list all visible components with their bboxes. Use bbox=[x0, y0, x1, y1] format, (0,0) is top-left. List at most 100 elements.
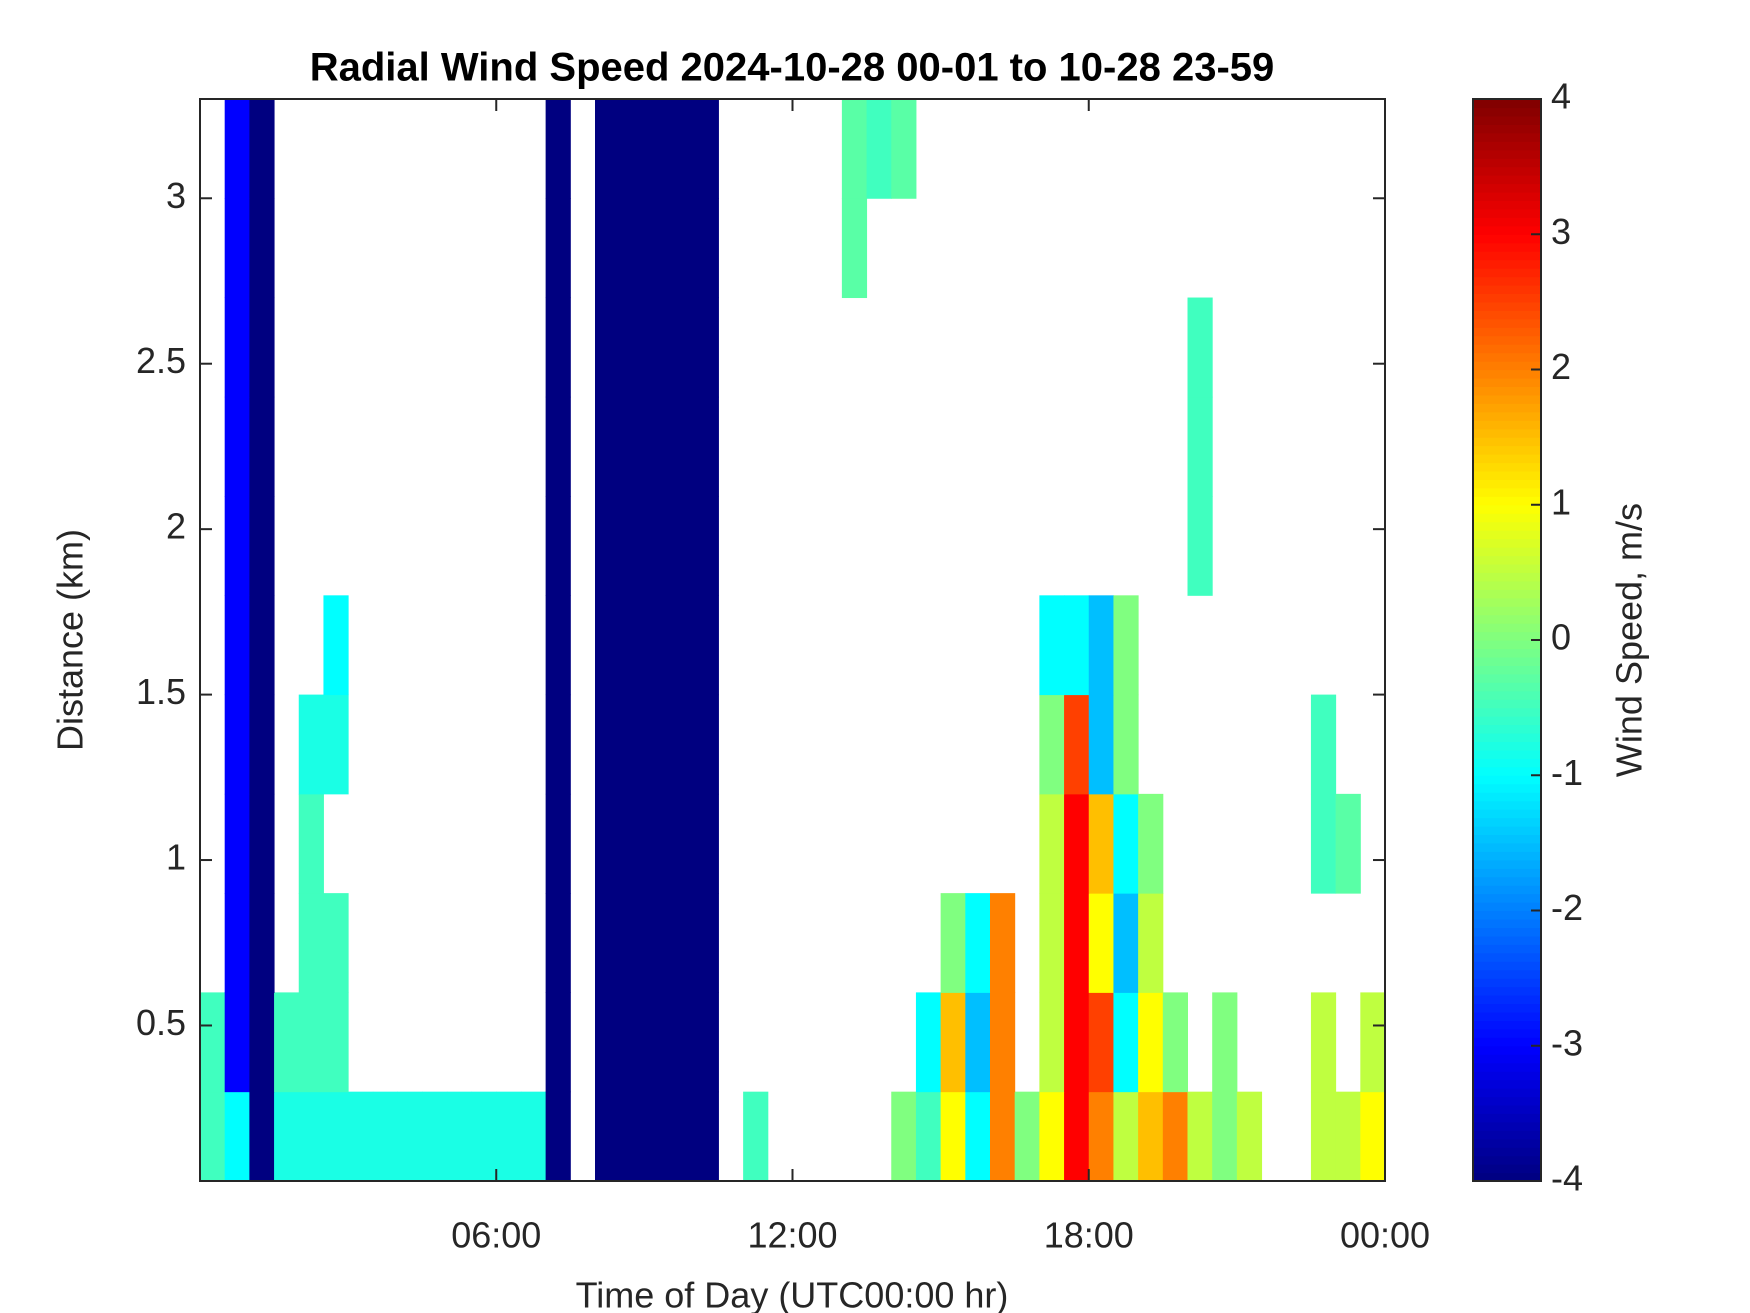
colorbar-segment bbox=[1473, 555, 1541, 565]
heatmap-cell bbox=[274, 992, 300, 1093]
colorbar-segment bbox=[1473, 606, 1541, 616]
colorbar-segment bbox=[1473, 775, 1541, 785]
heatmap-cell bbox=[595, 198, 621, 299]
heatmap-cell bbox=[669, 99, 695, 199]
heatmap-cell bbox=[965, 992, 991, 1093]
colorbar-segment bbox=[1473, 175, 1541, 185]
colorbar-segment bbox=[1473, 200, 1541, 210]
heatmap-cell bbox=[1039, 1091, 1065, 1182]
colorbar-segment bbox=[1473, 538, 1541, 548]
x-tick-label: 18:00 bbox=[1044, 1215, 1134, 1256]
colorbar-segment bbox=[1473, 1172, 1541, 1182]
colorbar-segment bbox=[1473, 284, 1541, 295]
heatmap-cell bbox=[693, 496, 719, 596]
colorbar-segment bbox=[1473, 580, 1541, 590]
colorbar-segment bbox=[1473, 1164, 1541, 1174]
colorbar-segment bbox=[1473, 927, 1541, 937]
colorbar-segment bbox=[1473, 631, 1541, 641]
colorbar-segment bbox=[1473, 1071, 1541, 1081]
colorbar-segment bbox=[1473, 344, 1541, 354]
heatmap-cell bbox=[891, 99, 917, 199]
colorbar-segment bbox=[1473, 834, 1541, 844]
heatmap-cell bbox=[1064, 694, 1090, 795]
heatmap-cell bbox=[693, 99, 719, 199]
heatmap-cell bbox=[1360, 992, 1386, 1093]
colorbar-segment bbox=[1473, 1079, 1541, 1089]
colorbar-segment bbox=[1473, 656, 1541, 666]
heatmap-cell bbox=[595, 99, 621, 199]
colorbar-segment bbox=[1473, 1020, 1541, 1030]
colorbar-segment bbox=[1473, 428, 1541, 438]
colorbar-segment bbox=[1473, 868, 1541, 878]
heatmap-cell bbox=[1113, 992, 1139, 1093]
heatmap-cell bbox=[693, 793, 719, 894]
colorbar-segment bbox=[1473, 800, 1541, 810]
heatmap-cell bbox=[595, 1091, 621, 1182]
colorbar-segment bbox=[1473, 530, 1541, 540]
heatmap-cell bbox=[224, 992, 250, 1093]
heatmap-cell bbox=[372, 1091, 398, 1182]
heatmap-cell bbox=[348, 1091, 374, 1182]
heatmap-cell bbox=[1310, 1091, 1337, 1182]
heatmap-cell bbox=[1064, 1091, 1090, 1182]
heatmap-cell bbox=[1187, 496, 1213, 596]
heatmap-cell bbox=[940, 992, 966, 1093]
x-axis-label: Time of Day (UTC00:00 hr) bbox=[576, 1275, 1009, 1313]
colorbar-segment bbox=[1473, 682, 1541, 692]
heatmap-cell bbox=[595, 992, 621, 1093]
colorbar-segment bbox=[1473, 208, 1541, 218]
heatmap-cell bbox=[693, 396, 719, 497]
heatmap-cell bbox=[990, 893, 1016, 993]
heatmap-cell bbox=[1310, 992, 1337, 1093]
heatmap-cell bbox=[644, 793, 670, 894]
colorbar-segment bbox=[1473, 183, 1541, 193]
colorbar-segment bbox=[1473, 487, 1541, 497]
colorbar-segment bbox=[1473, 403, 1541, 413]
heatmap-cell bbox=[249, 992, 275, 1093]
heatmap-cell bbox=[545, 595, 571, 696]
colorbar-segment bbox=[1473, 513, 1541, 523]
heatmap-cell bbox=[224, 496, 250, 596]
heatmap-cell bbox=[693, 694, 719, 795]
colorbar-segment bbox=[1473, 547, 1541, 557]
heatmap-cell bbox=[545, 99, 571, 199]
colorbar-segment bbox=[1473, 741, 1541, 751]
heatmap-cell bbox=[619, 396, 645, 497]
heatmap-cell bbox=[298, 694, 324, 795]
heatmap-cell bbox=[669, 992, 695, 1093]
heatmap-cell bbox=[693, 992, 719, 1093]
colorbar-segment bbox=[1473, 124, 1541, 134]
heatmap-cell bbox=[965, 1091, 991, 1182]
heatmap-cell bbox=[669, 396, 695, 497]
colorbar-segment bbox=[1473, 504, 1541, 514]
colorbar-segment bbox=[1473, 995, 1541, 1005]
colorbar-segment bbox=[1473, 851, 1541, 861]
heatmap-cell bbox=[1113, 1091, 1139, 1182]
heatmap-cell bbox=[224, 297, 250, 398]
heatmap-cell bbox=[200, 992, 226, 1093]
colorbar-segment bbox=[1473, 259, 1541, 269]
colorbar-tick-label: 1 bbox=[1551, 481, 1571, 522]
heatmap-cell bbox=[1039, 694, 1065, 795]
heatmap-cell bbox=[249, 496, 275, 596]
heatmap-cell bbox=[274, 1091, 300, 1182]
heatmap-cell bbox=[595, 595, 621, 696]
colorbar-segment bbox=[1473, 783, 1541, 793]
heatmap-cell bbox=[323, 1091, 349, 1182]
heatmap-cell bbox=[1064, 793, 1090, 894]
heatmap-cell bbox=[1310, 793, 1337, 894]
heatmap-cell bbox=[249, 694, 275, 795]
heatmap-cell bbox=[644, 595, 670, 696]
heatmap-cell bbox=[1113, 793, 1139, 894]
heatmap-cell bbox=[595, 297, 621, 398]
x-tick-label: 12:00 bbox=[747, 1215, 837, 1256]
colorbar-segment bbox=[1473, 918, 1541, 929]
y-tick-label: 3 bbox=[166, 175, 186, 216]
colorbar-segment bbox=[1473, 910, 1541, 920]
y-tick-label: 2.5 bbox=[136, 340, 186, 381]
colorbar-segment bbox=[1473, 1130, 1541, 1140]
y-tick-label: 1 bbox=[166, 837, 186, 878]
colorbar-segment bbox=[1473, 817, 1541, 827]
heatmap-cell bbox=[891, 1091, 917, 1182]
colorbar-segment bbox=[1473, 614, 1541, 624]
